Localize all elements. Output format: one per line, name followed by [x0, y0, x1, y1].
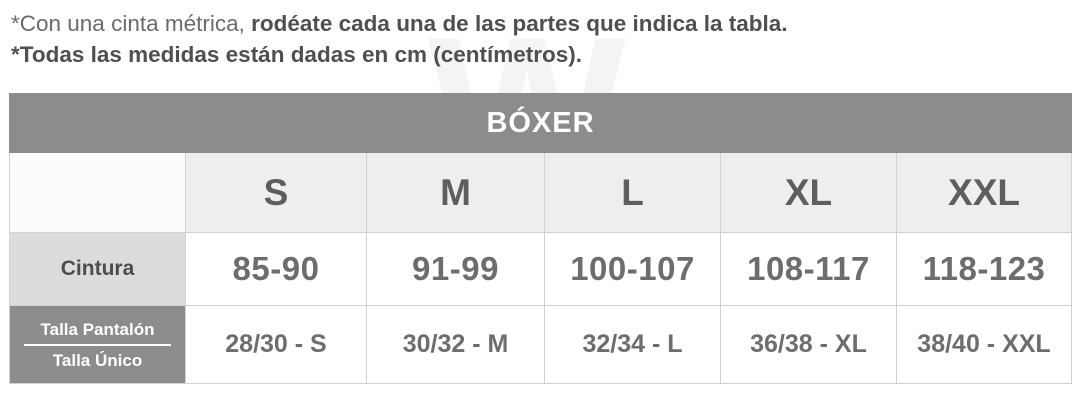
instruction-line-1-bold: rodéate cada una de las partes que indic… [251, 11, 788, 36]
cintura-value-l: 100-107 [544, 232, 721, 306]
row-label-cintura: Cintura [9, 232, 186, 306]
row-label-talla: Talla Pantalón Talla Único [9, 305, 186, 384]
row-label-talla-line2: Talla Único [52, 350, 143, 370]
table-row-talla: Talla Pantalón Talla Único 28/30 - S 30/… [9, 305, 1073, 384]
instruction-line-1-regular: *Con una cinta métrica, [11, 11, 252, 36]
table-row-cintura: Cintura 85-90 91-99 100-107 108-117 118-… [9, 232, 1073, 306]
talla-value-m: 30/32 - M [366, 305, 545, 384]
size-chart-table: BÓXER S M L XL XXL Cintura 85-90 91-99 1… [8, 93, 1073, 384]
talla-value-xl: 36/38 - XL [720, 305, 897, 384]
cintura-value-m: 91-99 [366, 232, 545, 306]
table-title: BÓXER [8, 93, 1073, 153]
measurement-instructions: *Con una cinta métrica, rodéate cada una… [11, 8, 1071, 70]
talla-value-xxl: 38/40 - XXL [895, 305, 1073, 384]
talla-value-s: 28/30 - S [185, 305, 367, 384]
cintura-value-s: 85-90 [185, 232, 367, 306]
cintura-value-xxl: 118-123 [895, 232, 1073, 306]
cintura-value-xl: 108-117 [720, 232, 897, 306]
size-header-l: L [544, 152, 721, 233]
size-header-row: S M L XL XXL [9, 152, 1073, 233]
size-header-xxl: XXL [895, 152, 1073, 233]
size-header-xl: XL [720, 152, 897, 233]
size-header-s: S [185, 152, 367, 233]
instruction-line-2: *Todas las medidas están dadas en cm (ce… [11, 39, 1071, 70]
instruction-line-2-bold: *Todas las medidas están dadas en cm (ce… [11, 42, 583, 67]
row-label-talla-line1: Talla Pantalón [40, 319, 155, 339]
talla-value-l: 32/34 - L [544, 305, 721, 384]
size-header-m: M [366, 152, 545, 233]
table-banner-row: BÓXER [8, 93, 1073, 153]
corner-cell [9, 152, 186, 233]
row-label-divider [24, 343, 171, 346]
instruction-line-1: *Con una cinta métrica, rodéate cada una… [11, 8, 1071, 39]
